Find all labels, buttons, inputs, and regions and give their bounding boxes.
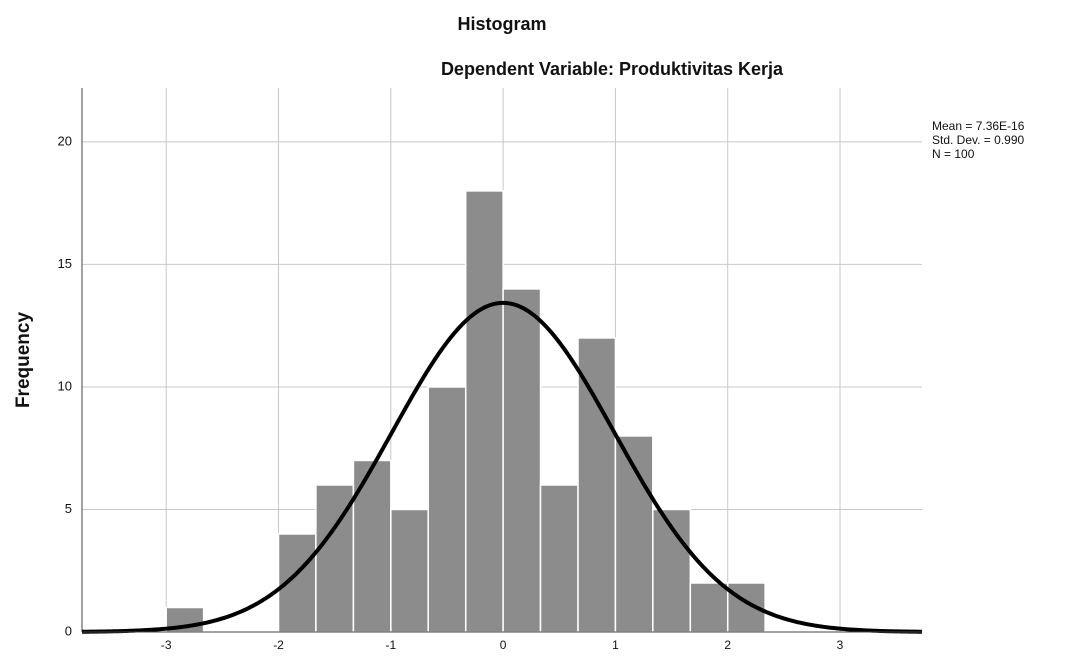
chart-subtitle: Dependent Variable: Produktivitas Kerja [441, 59, 784, 79]
y-tick-label: 20 [58, 133, 72, 148]
bar [539, 484, 579, 633]
normal-curve [81, 300, 923, 634]
bar [390, 508, 429, 633]
x-tick-label: -1 [385, 638, 396, 652]
stat-label: Mean = 7.36E-16 [932, 119, 1025, 133]
x-tick-label: 0 [500, 638, 507, 652]
x-tick-label: -2 [273, 638, 284, 652]
y-tick-label: 10 [58, 378, 72, 393]
stat-label: N = 100 [932, 147, 975, 161]
x-tick-label: 1 [612, 638, 619, 652]
stat-label: Std. Dev. = 0.990 [932, 133, 1024, 147]
y-tick-label: 0 [65, 623, 72, 638]
y-tick-label: 5 [65, 501, 72, 516]
bar [464, 190, 504, 633]
bar [577, 337, 617, 633]
x-tick-label: 2 [724, 638, 731, 652]
bar [427, 386, 467, 633]
y-axis-label: Frequency [13, 312, 34, 409]
bar [689, 582, 729, 633]
x-tick-label: 3 [837, 638, 844, 652]
y-tick-label: 15 [58, 256, 72, 271]
chart-title: Histogram [457, 14, 546, 34]
bar [502, 288, 542, 633]
x-tick-label: -3 [161, 638, 172, 652]
